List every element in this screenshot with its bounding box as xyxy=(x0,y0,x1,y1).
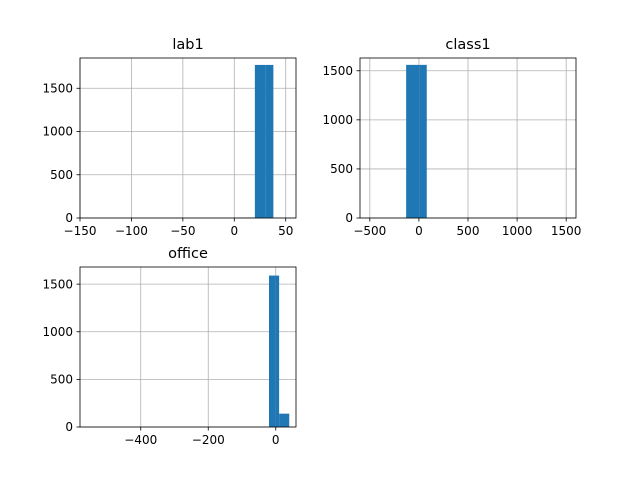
x-tick-label: 1500 xyxy=(551,224,582,238)
histogram-bar xyxy=(275,275,280,427)
x-tick-label: −50 xyxy=(170,224,195,238)
histogram-bar xyxy=(413,64,420,219)
x-tick-label: −100 xyxy=(115,224,148,238)
x-tick-label: 0 xyxy=(415,224,423,238)
y-tick-label: 1000 xyxy=(42,325,73,339)
axes-frame xyxy=(79,266,297,428)
x-tick-label: −150 xyxy=(64,224,97,238)
x-tick-label: 1000 xyxy=(502,224,533,238)
y-tick-label: 1000 xyxy=(322,113,353,127)
subplot-title: lab1 xyxy=(172,37,203,53)
x-tick-label: 500 xyxy=(457,224,480,238)
histogram-bar xyxy=(254,64,266,219)
histogram-bar xyxy=(279,413,290,427)
histogram-bar xyxy=(265,64,274,219)
y-tick-label: 500 xyxy=(50,373,73,387)
axes-frame xyxy=(79,57,297,219)
histogram-bar xyxy=(419,64,427,219)
x-tick-label: 50 xyxy=(278,224,293,238)
subplot-2: −400 −200 0 0 500 1000 1500 office xyxy=(42,246,297,447)
subplot-title: office xyxy=(168,246,208,262)
x-tick-label: 0 xyxy=(272,433,280,447)
y-tick-label: 1500 xyxy=(322,64,353,78)
subplot-title: class1 xyxy=(445,37,490,53)
y-tick-label: 500 xyxy=(330,162,353,176)
x-tick-label: −200 xyxy=(192,433,225,447)
y-tick-label: 500 xyxy=(50,168,73,182)
x-tick-label: 0 xyxy=(230,224,238,238)
y-tick-label: 1500 xyxy=(42,277,73,291)
y-tick-label: 1000 xyxy=(42,125,73,139)
y-tick-label: 0 xyxy=(345,211,353,225)
x-tick-label: −500 xyxy=(353,224,386,238)
y-tick-label: 0 xyxy=(65,211,73,225)
histogram-bar xyxy=(406,64,414,219)
histogram-bar xyxy=(269,275,276,427)
x-tick-label: −400 xyxy=(124,433,157,447)
y-tick-label: 0 xyxy=(65,420,73,434)
y-tick-label: 1500 xyxy=(42,81,73,95)
